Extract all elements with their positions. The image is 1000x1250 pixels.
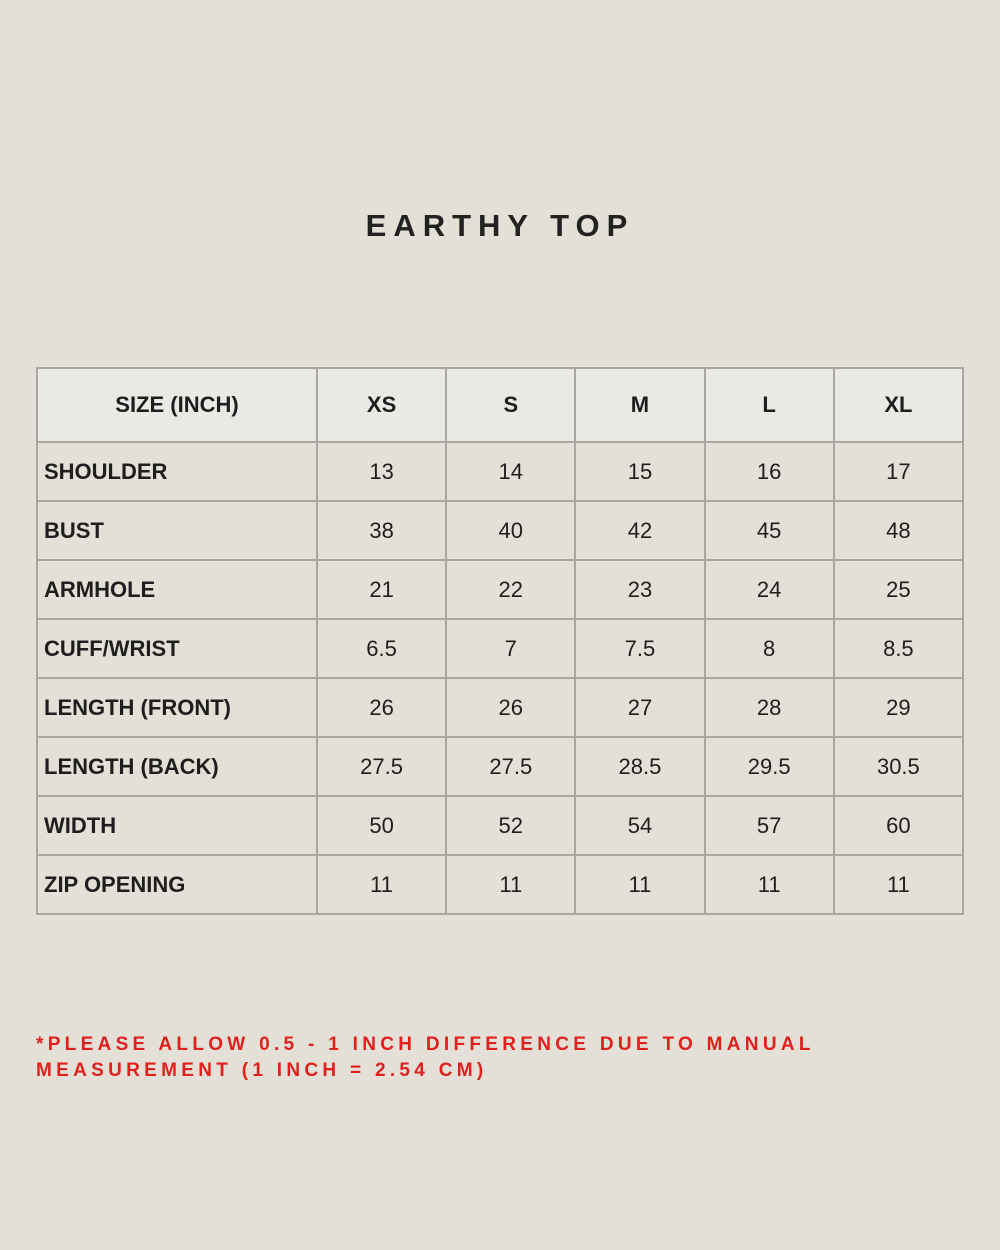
table-cell: 8.5 — [832, 618, 965, 679]
table-row: LENGTH (FRONT) 26 26 27 28 29 — [36, 677, 965, 738]
row-label: ARMHOLE — [36, 559, 318, 620]
row-label: LENGTH (BACK) — [36, 736, 318, 797]
table-cell: 25 — [832, 559, 965, 620]
table-header-row: SIZE (INCH) XS S M L XL — [36, 367, 965, 443]
row-label: ZIP OPENING — [36, 854, 318, 915]
table-cell: 30.5 — [832, 736, 965, 797]
table-row: ARMHOLE 21 22 23 24 25 — [36, 559, 965, 620]
note-line-1: *PLEASE ALLOW 0.5 - 1 INCH DIFFERENCE DU… — [36, 1034, 815, 1055]
table-cell: 11 — [832, 854, 965, 915]
row-label: CUFF/WRIST — [36, 618, 318, 679]
size-chart-table: SIZE (INCH) XS S M L XL SHOULDER 13 14 15 16 17 BUS… — [36, 367, 965, 915]
table-cell: 42 — [574, 500, 706, 561]
table-cell: 22 — [445, 559, 577, 620]
header-size-xs: XS — [315, 367, 448, 443]
header-size-l: L — [703, 367, 835, 443]
table-cell: 52 — [445, 795, 577, 856]
table-cell: 13 — [315, 441, 448, 502]
table-cell: 8 — [703, 618, 835, 679]
table-cell: 29 — [832, 677, 965, 738]
header-size-m: M — [574, 367, 706, 443]
table-cell: 38 — [315, 500, 448, 561]
table-cell: 54 — [574, 795, 706, 856]
table-cell: 40 — [445, 500, 577, 561]
header-size-label: SIZE (INCH) — [36, 367, 318, 443]
header-size-xl: XL — [832, 367, 965, 443]
table-cell: 28 — [703, 677, 835, 738]
note-line-2: MEASUREMENT (1 INCH = 2.54 CM) — [36, 1060, 488, 1081]
page-title: EARTHY TOP — [365, 208, 635, 243]
table-row: CUFF/WRIST 6.5 7 7.5 8 8.5 — [36, 618, 965, 679]
table-cell: 11 — [703, 854, 835, 915]
table-cell: 16 — [703, 441, 835, 502]
table-row: BUST 38 40 42 45 48 — [36, 500, 965, 561]
table-cell: 21 — [315, 559, 448, 620]
table-cell: 27.5 — [315, 736, 448, 797]
row-label: WIDTH — [36, 795, 318, 856]
header-size-s: S — [445, 367, 577, 443]
table-cell: 17 — [832, 441, 965, 502]
measurement-note: *PLEASE ALLOW 0.5 - 1 INCH DIFFERENCE DU… — [36, 1032, 936, 1084]
table-row: WIDTH 50 52 54 57 60 — [36, 795, 965, 856]
table-cell: 27.5 — [445, 736, 577, 797]
table-cell: 60 — [832, 795, 965, 856]
table-cell: 6.5 — [315, 618, 448, 679]
table-row: ZIP OPENING 11 11 11 11 11 — [36, 854, 965, 915]
table-row: LENGTH (BACK) 27.5 27.5 28.5 29.5 30.5 — [36, 736, 965, 797]
table-cell: 11 — [574, 854, 706, 915]
table-cell: 26 — [445, 677, 577, 738]
table-cell: 7.5 — [574, 618, 706, 679]
row-label: BUST — [36, 500, 318, 561]
table-cell: 26 — [315, 677, 448, 738]
table-cell: 11 — [315, 854, 448, 915]
table-cell: 28.5 — [574, 736, 706, 797]
table-cell: 48 — [832, 500, 965, 561]
row-label: LENGTH (FRONT) — [36, 677, 318, 738]
table-cell: 57 — [703, 795, 835, 856]
table-cell: 15 — [574, 441, 706, 502]
table-row: SHOULDER 13 14 15 16 17 — [36, 441, 965, 502]
table-cell: 11 — [445, 854, 577, 915]
table-cell: 14 — [445, 441, 577, 502]
table-cell: 23 — [574, 559, 706, 620]
table-cell: 29.5 — [703, 736, 835, 797]
table-cell: 24 — [703, 559, 835, 620]
row-label: SHOULDER — [36, 441, 318, 502]
table-cell: 7 — [445, 618, 577, 679]
table-cell: 27 — [574, 677, 706, 738]
table-cell: 45 — [703, 500, 835, 561]
table-cell: 50 — [315, 795, 448, 856]
